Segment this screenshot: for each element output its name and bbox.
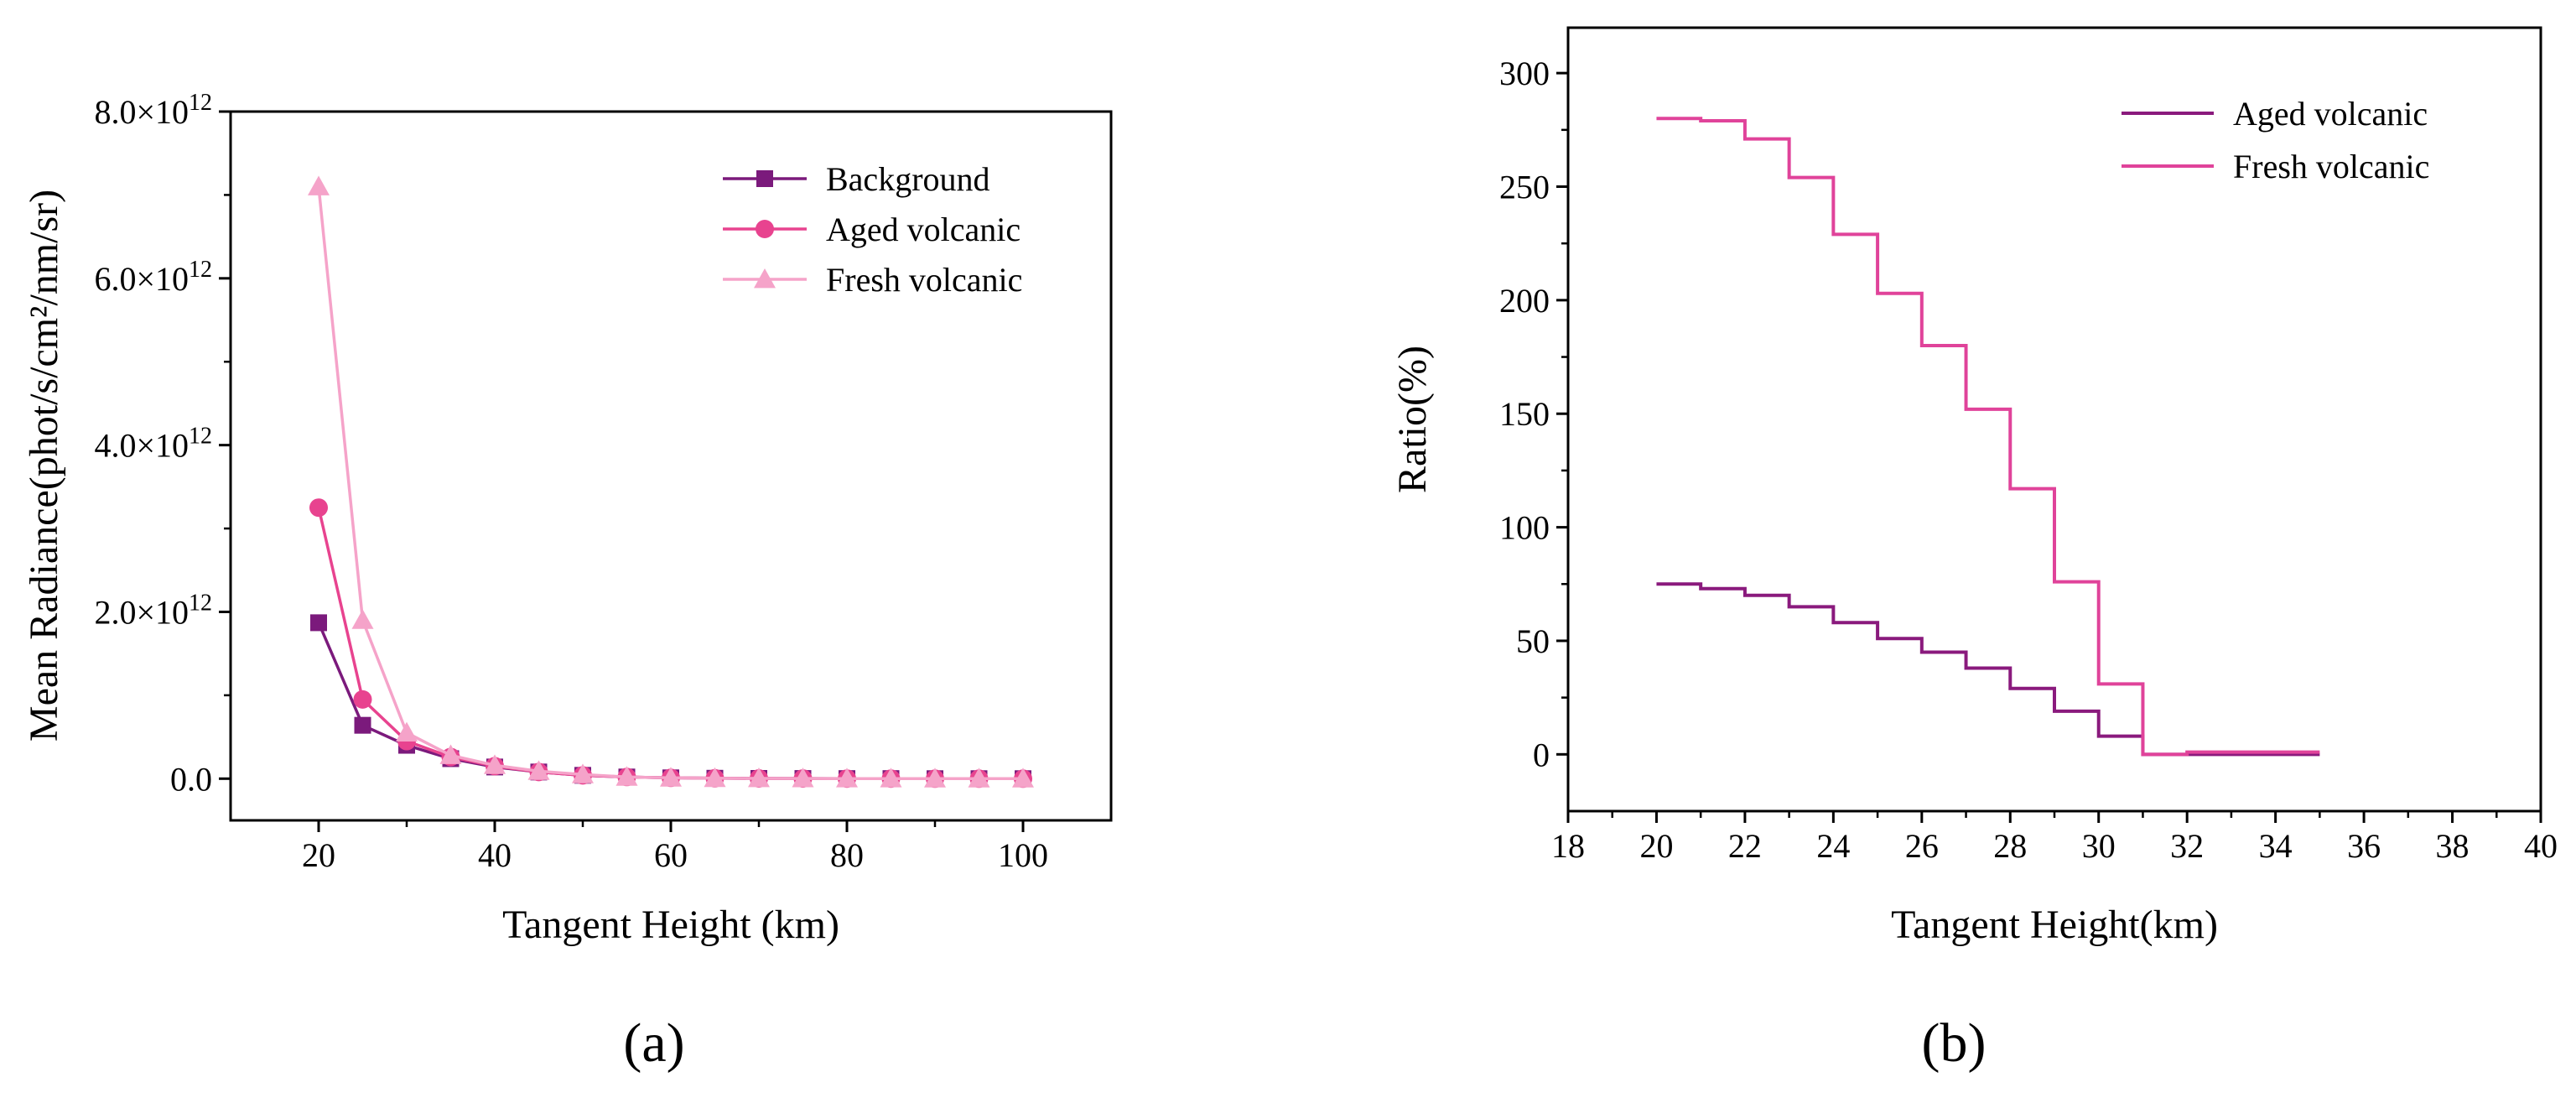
b-y-tick-label: 150: [1499, 395, 1550, 433]
a-legend-marker: [754, 268, 776, 289]
b-y-tick-label: 200: [1499, 282, 1550, 320]
a-x-tick-label: 80: [830, 836, 864, 874]
b-y-tick-label: 0: [1533, 736, 1550, 773]
b-x-tick-label: 38: [2436, 827, 2470, 865]
chart-a-legend: Background Aged volcanic Fresh volcanic: [723, 160, 1022, 299]
a-point-fresh-volcanic: [880, 768, 902, 788]
a-series-line-background: [317, 622, 1023, 781]
panel-label-b: (b): [1922, 1012, 1987, 1074]
a-y-tick-label: 6.0×1012: [94, 257, 212, 298]
a-legend-label: Background: [826, 160, 990, 198]
a-series-line-aged-volcanic: [317, 507, 1023, 781]
a-x-tick-label: 60: [654, 836, 688, 874]
chart-b-series-group: [1656, 117, 2320, 757]
b-y-tick-label: 250: [1499, 169, 1550, 206]
b-y-tick-label: 50: [1516, 622, 1550, 660]
a-point-background: [354, 716, 371, 734]
chart-a-x-axis-label: Tangent Height (km): [502, 903, 839, 947]
chart-b-x-axis: 18 20 22 24 26 28 30 32 34 36 38 40: [1551, 811, 2558, 865]
b-x-tick-label: 32: [2170, 827, 2204, 865]
b-x-tick-label: 20: [1639, 827, 1673, 865]
a-legend-label: Fresh volcanic: [826, 261, 1022, 299]
a-point-fresh-volcanic: [308, 175, 330, 195]
a-x-tick-label: 20: [302, 836, 335, 874]
a-y-tick-label: 8.0×1012: [94, 90, 212, 131]
a-point-fresh-volcanic: [439, 744, 462, 764]
a-legend-marker: [756, 170, 773, 187]
a-y-tick-label: 0.0: [170, 760, 212, 798]
a-point-fresh-volcanic: [615, 766, 638, 786]
chart-a: 20 40 60 80 100 0.0 2.0×1012 4.0×1012 6.0×1012 8…: [22, 90, 1113, 947]
panel-label-a: (a): [623, 1012, 684, 1074]
a-point-fresh-volcanic: [351, 609, 374, 629]
b-series-step-aged-volcanic: [1656, 582, 2320, 757]
b-x-tick-label: 18: [1551, 827, 1585, 865]
a-x-tick-label: 100: [998, 836, 1048, 874]
b-series-step-fresh-volcanic: [1656, 117, 2320, 757]
a-point-fresh-volcanic: [704, 767, 726, 788]
b-x-tick-label: 36: [2347, 827, 2381, 865]
a-point-fresh-volcanic: [527, 760, 550, 780]
chart-a-y-axis-label: Mean Radiance(phot/s/cm²/nm/sr): [22, 190, 66, 742]
chart-b-x-axis-label: Tangent Height(km): [1891, 903, 2218, 947]
chart-b: 18 20 22 24 26 28 30 32 34 36 38 40 0 50 100 150 200 250…: [1390, 26, 2558, 947]
b-y-tick-label: 100: [1499, 509, 1550, 547]
a-point-aged-volcanic: [309, 498, 328, 518]
a-point-fresh-volcanic: [748, 767, 770, 788]
b-legend-label: Fresh volcanic: [2233, 148, 2429, 185]
a-legend-label: Aged volcanic: [826, 211, 1021, 248]
b-x-tick-label: 28: [1993, 827, 2027, 865]
a-point-background: [310, 614, 327, 632]
b-x-tick-label: 30: [2082, 827, 2116, 865]
chart-a-x-axis: 20 40 60 80 100: [302, 820, 1048, 874]
a-point-fresh-volcanic: [1012, 768, 1034, 788]
chart-b-y-axis-label: Ratio(%): [1390, 346, 1435, 493]
b-x-tick-label: 24: [1816, 827, 1850, 865]
chart-a-series-group: [308, 175, 1034, 788]
chart-b-y-axis: 0 50 100 150 200 250 300: [1499, 55, 1568, 773]
b-legend-label: Aged volcanic: [2233, 95, 2428, 133]
b-x-tick-label: 22: [1728, 827, 1762, 865]
chart-a-y-axis: 0.0 2.0×1012 4.0×1012 6.0×1012 8.0×1012: [94, 90, 231, 798]
b-y-tick-label: 300: [1499, 55, 1550, 92]
a-legend-marker: [756, 220, 774, 238]
a-point-fresh-volcanic: [572, 763, 594, 783]
a-point-fresh-volcanic: [484, 754, 506, 774]
b-x-tick-label: 40: [2524, 827, 2558, 865]
b-x-tick-label: 34: [2259, 827, 2293, 865]
a-point-fresh-volcanic: [660, 767, 682, 787]
a-y-tick-label: 4.0×1012: [94, 424, 212, 465]
a-x-tick-label: 40: [478, 836, 512, 874]
chart-b-legend: Aged volcanic Fresh volcanic: [2122, 95, 2429, 185]
a-point-fresh-volcanic: [792, 768, 814, 788]
a-point-fresh-volcanic: [396, 721, 418, 742]
a-point-aged-volcanic: [353, 690, 372, 709]
b-x-tick-label: 26: [1905, 827, 1939, 865]
a-point-fresh-volcanic: [924, 768, 946, 788]
a-point-fresh-volcanic: [968, 768, 990, 788]
a-point-fresh-volcanic: [836, 768, 858, 788]
a-y-tick-label: 2.0×1012: [94, 590, 212, 631]
